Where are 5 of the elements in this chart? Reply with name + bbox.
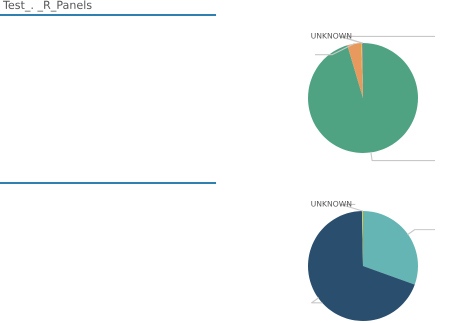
pie-slice: [308, 43, 418, 153]
pie-slice: [347, 43, 363, 98]
pie-slice: [363, 211, 418, 285]
pie-slice: [308, 211, 415, 321]
text: Test_. _R_Panels: [2, 0, 92, 12]
